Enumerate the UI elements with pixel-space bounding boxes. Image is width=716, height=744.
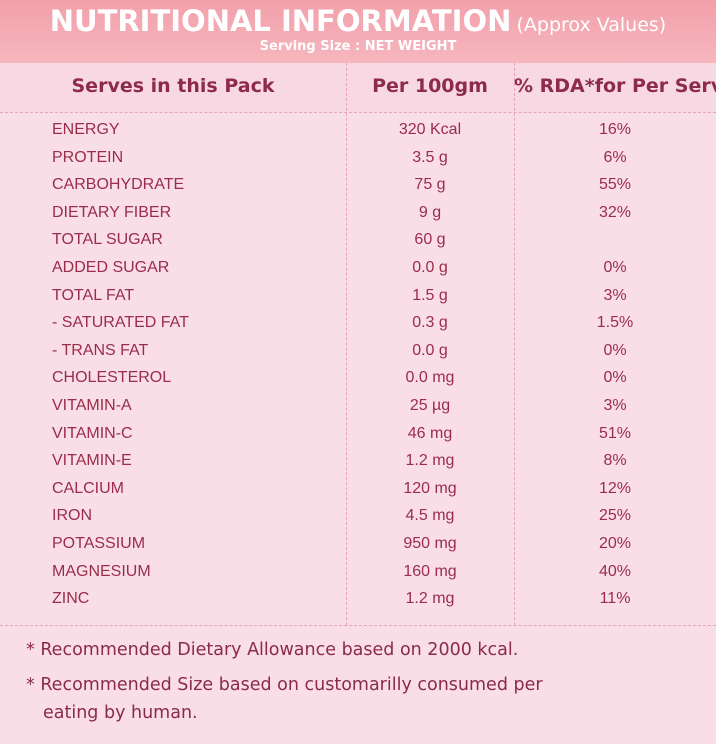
per-100gm: 0.3 g [412,314,448,332]
column-header-band [0,63,716,112]
nutrient-name: IRON [52,507,92,525]
nutrient-name: ADDED SUGAR [52,259,170,276]
nutrient-name: ZINC [52,590,90,608]
nutrient-name: DIETARY FIBER [52,203,172,221]
per-100gm: 25 µg [409,397,451,414]
per-100gm: 1.2 mg [405,590,455,608]
nutrient-name: TOTAL FAT [52,286,135,304]
nutrient-name: TOTAL SUGAR [52,231,163,249]
per-100gm: 0.0 g [412,259,448,276]
per-100gm: 160 mg [403,562,457,580]
footnote: * Recommended Size based on customarilly… [26,675,543,723]
rda-value: 32% [598,203,632,221]
rda-value: 16% [598,121,632,138]
per-100gm: 75 g [414,176,446,194]
rda-value: 20% [598,535,632,552]
rda-value: 51% [598,424,632,442]
rda-value: 3% [603,397,627,414]
rda-value: 3% [603,286,627,304]
nutrient-name: CARBOHYDRATE [52,176,185,194]
per-100gm: 60 g [414,231,446,249]
nutrient-name: - TRANS FAT [52,341,149,359]
rda-value: 25% [598,507,632,525]
per-100gm: 46 mg [407,424,453,442]
per-100gm: 1.2 mg [405,452,455,470]
title-note: (Approx Values) [516,14,667,36]
column-divider [346,63,347,625]
per-100gm: 0.0 g [412,341,448,359]
per-100gm: 320 Kcal [398,121,462,138]
footnote: * Recommended Dietary Allowance based on… [26,640,519,660]
column-divider [514,63,515,625]
per-100gm: 0.0 mg [405,369,455,387]
column-header: % RDA*for Per Serve [514,75,716,97]
per-100gm: 120 mg [403,479,457,497]
subtitle: Serving Size : NET WEIGHT [259,39,457,54]
per-100gm: 950 mg [403,535,457,552]
nutrient-name: CHOLESTEROL [52,369,172,387]
nutrient-name: MAGNESIUM [52,562,151,580]
rda-value: 0% [603,259,627,276]
rda-value: 0% [603,341,627,359]
column-header: Per 100gm [372,75,488,97]
column-header: Serves in this Pack [71,75,275,97]
rda-value: 1.5% [596,314,634,332]
row-divider [0,625,716,626]
nutrient-name: CALCIUM [52,479,125,497]
row-divider [0,112,716,113]
per-100gm: 4.5 mg [405,507,455,525]
nutrient-name: VITAMIN-E [52,452,132,470]
rda-value: 6% [603,148,627,166]
nutrient-name: ENERGY [52,121,120,138]
rda-value: 0% [603,369,627,387]
header-band [0,0,716,63]
title-line: NUTRITIONAL INFORMATION (Approx Values) [0,4,716,38]
nutrient-name: POTASSIUM [52,535,146,552]
rda-value: 8% [603,452,627,470]
rda-value: 40% [598,562,632,580]
nutrient-name: - SATURATED FAT [52,314,189,332]
rda-value: 11% [599,590,631,608]
per-100gm: 3.5 g [412,148,448,166]
title: NUTRITIONAL INFORMATION [49,4,512,38]
rda-value: 55% [598,176,632,194]
per-100gm: 1.5 g [412,286,448,304]
nutrient-name: PROTEIN [52,148,124,166]
nutrient-name: VITAMIN-C [52,424,133,442]
nutrient-name: VITAMIN-A [52,397,132,414]
per-100gm: 9 g [418,203,442,221]
rda-value: 12% [598,479,632,497]
